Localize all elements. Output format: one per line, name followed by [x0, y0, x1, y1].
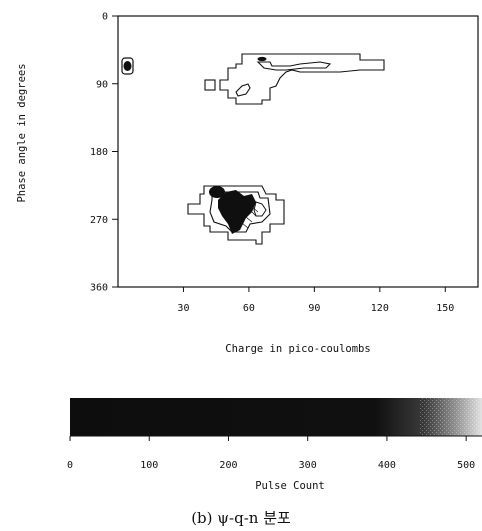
x-axis-ticks: 30 60 90 120 150	[177, 287, 454, 314]
colorbar-ticks: 0 100 200 300 400 500	[67, 436, 475, 471]
cluster-spot-left	[121, 57, 134, 75]
x-axis-title: Charge in pico-coulombs	[225, 343, 370, 355]
x-tick-label: 90	[308, 303, 320, 314]
colorbar-tick-label: 200	[219, 460, 237, 471]
colorbar-fill	[70, 398, 482, 436]
y-tick-label: 360	[90, 283, 108, 294]
cluster-lower-dense	[187, 185, 285, 245]
plot-frame	[117, 15, 479, 288]
cluster-upper-box	[204, 79, 216, 91]
colorbar-tick-label: 100	[140, 460, 158, 471]
y-tick-label: 0	[102, 12, 108, 23]
y-tick-label: 90	[96, 79, 108, 90]
cluster-upper-outer-contour	[219, 53, 385, 105]
cluster-lower-outer-contour	[187, 185, 285, 245]
cluster-upper-small-contour	[235, 83, 251, 97]
y-axis-title: Phase angle in degrees	[16, 63, 28, 202]
y-tick-label: 270	[90, 215, 108, 226]
x-tick-label: 30	[177, 303, 189, 314]
cluster-lower-right-contour	[253, 201, 267, 217]
x-tick-label: 120	[371, 303, 389, 314]
y-axis-ticks: 0 90 180 270 360	[90, 12, 118, 294]
colorbar-tick-label: 500	[457, 460, 475, 471]
figure-caption: (b) ψ-q-n 분포	[191, 509, 291, 527]
colorbar-title: Pulse Count	[255, 480, 325, 492]
x-tick-label: 150	[436, 303, 454, 314]
cluster-spot-outline	[121, 57, 134, 75]
cluster-upper-spot	[257, 56, 267, 62]
cluster-upper-sparse	[204, 53, 385, 105]
x-tick-label: 60	[243, 303, 255, 314]
cluster-lower-hatching	[235, 199, 259, 229]
colorbar-tick-label: 0	[67, 460, 73, 471]
colorbar-tick-label: 300	[299, 460, 317, 471]
cluster-upper-inner-contour	[256, 61, 332, 71]
cluster-lower-core-blob	[209, 186, 225, 198]
y-tick-label: 180	[90, 147, 108, 158]
cluster-spot-core	[123, 61, 132, 71]
colorbar-tick-label: 400	[378, 460, 396, 471]
colorbar-speckle	[420, 398, 482, 436]
cluster-lower-core	[218, 190, 256, 234]
